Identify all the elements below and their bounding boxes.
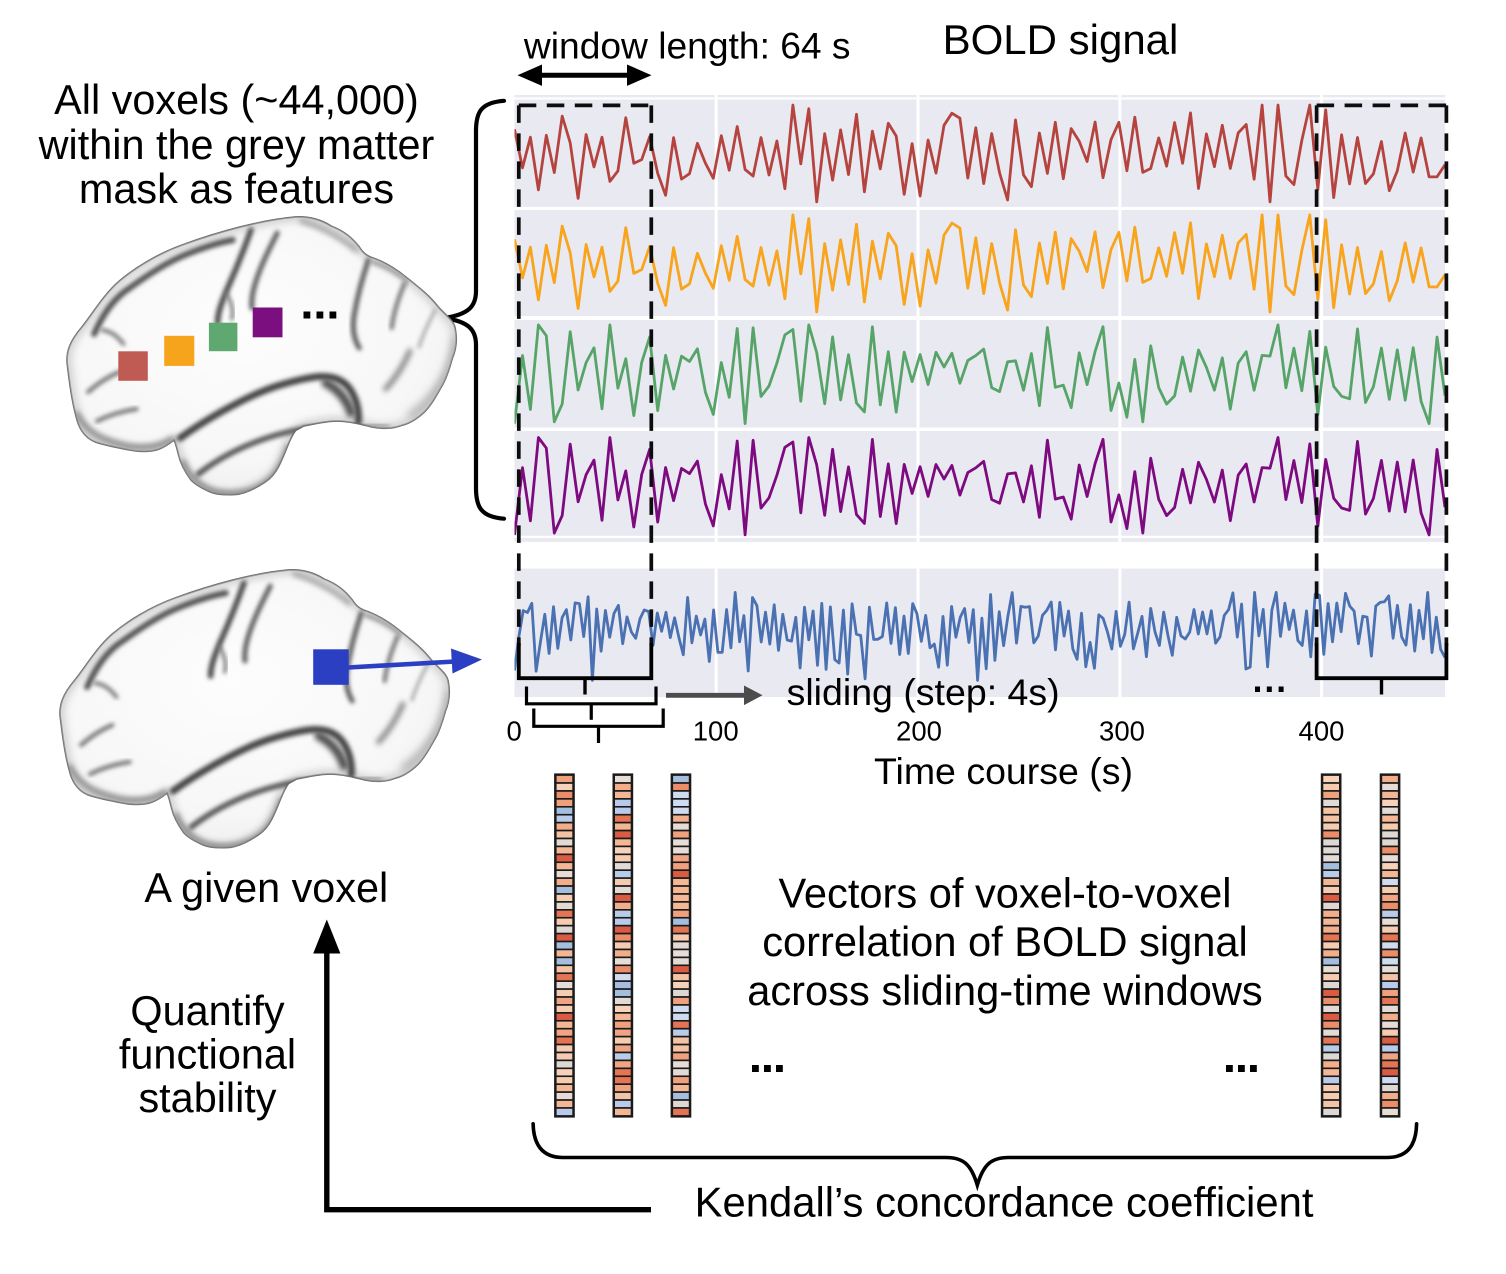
svg-text:within the grey matter: within the grey matter xyxy=(38,122,435,168)
svg-text:mask as features: mask as features xyxy=(79,166,394,212)
svg-text:across sliding-time windows: across sliding-time windows xyxy=(747,967,1262,1014)
svg-text:Time course (s): Time course (s) xyxy=(874,750,1133,792)
svg-text:window length: 64 s: window length: 64 s xyxy=(523,25,851,67)
svg-text:Quantify: Quantify xyxy=(130,988,284,1034)
svg-text:correlation of BOLD signal: correlation of BOLD signal xyxy=(762,918,1248,965)
svg-text:A given voxel: A given voxel xyxy=(144,865,388,911)
svg-text:stability: stability xyxy=(138,1075,276,1121)
svg-text:Vectors of voxel-to-voxel: Vectors of voxel-to-voxel xyxy=(778,869,1231,916)
svg-text:200: 200 xyxy=(896,716,942,747)
svg-text:functional: functional xyxy=(119,1032,296,1078)
svg-text:400: 400 xyxy=(1299,716,1345,747)
svg-text:sliding (step: 4s): sliding (step: 4s) xyxy=(787,671,1060,713)
svg-text:100: 100 xyxy=(693,716,739,747)
svg-text:All voxels (~44,000): All voxels (~44,000) xyxy=(54,77,419,123)
svg-text:BOLD signal: BOLD signal xyxy=(943,16,1179,63)
svg-text:300: 300 xyxy=(1099,716,1145,747)
svg-text:0: 0 xyxy=(506,716,521,747)
svg-text:Kendall’s concordance coeffici: Kendall’s concordance coefficient xyxy=(695,1179,1314,1226)
